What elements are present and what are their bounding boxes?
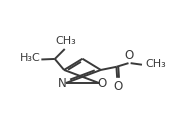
Text: N: N — [58, 77, 67, 90]
Text: CH₃: CH₃ — [145, 59, 166, 69]
Text: O: O — [97, 77, 107, 90]
Text: H₃C: H₃C — [20, 53, 41, 63]
Text: O: O — [124, 49, 134, 62]
Text: O: O — [113, 80, 122, 93]
Text: CH₃: CH₃ — [55, 36, 76, 46]
